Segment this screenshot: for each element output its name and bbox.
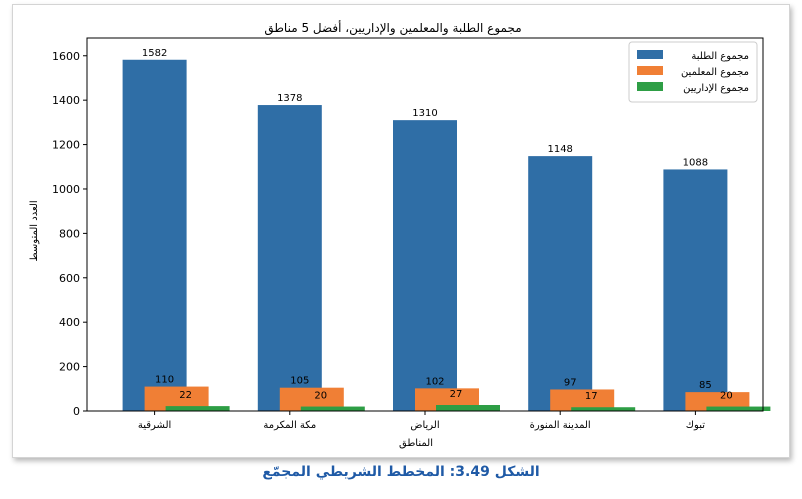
y-tick-label: 800 [59, 227, 80, 240]
bar-teachers [279, 387, 344, 411]
bar-students [663, 169, 728, 411]
y-tick-label: 1000 [52, 183, 80, 196]
data-label: 1088 [683, 157, 708, 168]
x-tick-label: الشرقية [138, 420, 171, 431]
legend-label: مجموع الإداريين [683, 83, 749, 94]
y-tick-label: 1400 [52, 94, 80, 107]
x-tick-label: مكة المكرمة [263, 420, 316, 431]
data-label: 97 [564, 377, 577, 388]
y-axis-label: العدد المتوسط [29, 200, 40, 261]
chart-title: مجموع الطلبة والمعلمين والإداريين، أفضل … [264, 20, 521, 36]
bar-admins [300, 406, 365, 411]
legend-swatch [637, 50, 663, 59]
bar-students [257, 105, 322, 411]
y-tick-label: 1200 [52, 139, 80, 152]
bar-teachers [685, 392, 750, 411]
data-label: 1148 [547, 144, 572, 155]
y-tick-label: 200 [59, 361, 80, 374]
y-tick-label: 1600 [52, 50, 80, 63]
data-label: 105 [290, 376, 309, 387]
data-label: 110 [155, 375, 174, 386]
bar-admins [706, 406, 771, 411]
y-tick-label: 0 [73, 405, 80, 418]
x-tick-label: الرياض [410, 420, 439, 431]
chart-frame: مجموع الطلبة والمعلمين والإداريين، أفضل … [12, 4, 790, 458]
figure-caption: الشكل 3.49: المخطط الشريطي المجمّع [262, 464, 540, 480]
legend-label: مجموع المعلمين [681, 67, 749, 78]
data-label: 1310 [412, 108, 437, 119]
data-label: 20 [314, 391, 327, 402]
bar-admins [571, 407, 636, 411]
data-label: 102 [425, 376, 444, 387]
bar-students [393, 120, 457, 412]
bar-admins [165, 406, 230, 411]
data-label: 1378 [277, 93, 302, 104]
data-label: 20 [720, 391, 733, 402]
data-label: 85 [699, 380, 712, 391]
bar-admins [436, 405, 500, 411]
y-tick-label: 600 [59, 272, 80, 285]
axes-frame [86, 37, 764, 412]
x-tick-label: المدينة المنورة [530, 420, 591, 431]
x-tick-label: تبوك [686, 420, 705, 431]
data-label: 22 [179, 390, 192, 401]
bar-students [122, 59, 187, 412]
legend-swatch [637, 82, 663, 91]
y-tick-label: 400 [59, 316, 80, 329]
data-label: 1582 [142, 48, 167, 59]
bar-chart: مجموع الطلبة والمعلمين والإداريين، أفضل … [29, 20, 771, 449]
plot-area: 0 200 400 600 800 1000 1200 1400 1600 1582 110 22 ال… [52, 37, 771, 431]
x-axis-label: المناطق [399, 438, 433, 449]
bar-teachers [550, 389, 615, 411]
data-label: 17 [585, 391, 598, 402]
legend-swatch [637, 66, 663, 75]
data-label: 27 [450, 389, 463, 400]
legend-label: مجموع الطلبة [691, 51, 749, 62]
bar-students [528, 156, 593, 411]
